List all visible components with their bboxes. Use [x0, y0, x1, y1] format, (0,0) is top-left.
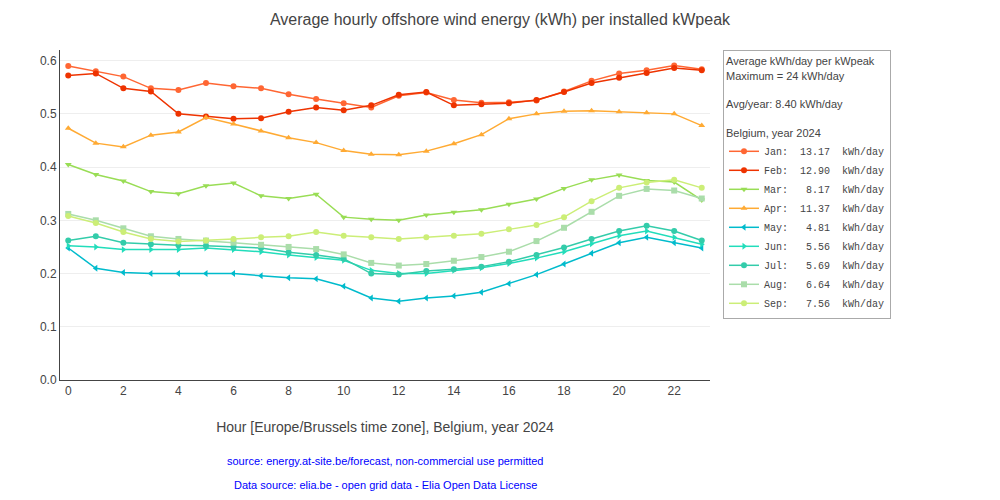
svg-text:0.2: 0.2 [40, 267, 57, 281]
svg-text:Data source: elia.be - open gr: Data source: elia.be - open grid data - … [234, 479, 537, 491]
svg-text:16: 16 [502, 384, 516, 398]
svg-text:10: 10 [337, 384, 351, 398]
svg-text:18: 18 [557, 384, 571, 398]
svg-text:Sep: 7.56 kWh/day: Sep: 7.56 kWh/day [764, 299, 884, 310]
svg-text:Aug: 6.64 kWh/day: Aug: 6.64 kWh/day [764, 280, 884, 291]
svg-text:8: 8 [285, 384, 292, 398]
svg-text:0.4: 0.4 [40, 160, 57, 174]
svg-text:4: 4 [175, 384, 182, 398]
svg-text:Jun: 5.56 kWh/day: Jun: 5.56 kWh/day [764, 242, 884, 253]
svg-text:2: 2 [120, 384, 127, 398]
svg-text:0.0: 0.0 [40, 373, 57, 387]
svg-text:Apr: 11.37 kWh/day: Apr: 11.37 kWh/day [764, 204, 884, 215]
svg-text:Jan: 13.17 kWh/day: Jan: 13.17 kWh/day [764, 147, 884, 158]
svg-text:0.1: 0.1 [40, 320, 57, 334]
svg-text:Hour [Europe/Brussels time zon: Hour [Europe/Brussels time zone], Belgiu… [216, 419, 554, 435]
svg-text:Average hourly offshore wind e: Average hourly offshore wind energy (kWh… [270, 11, 731, 28]
svg-text:Jul: 5.69 kWh/day: Jul: 5.69 kWh/day [764, 261, 884, 272]
svg-text:0.5: 0.5 [40, 107, 57, 121]
svg-text:Mar: 8.17 kWh/day: Mar: 8.17 kWh/day [764, 185, 884, 196]
svg-text:0.3: 0.3 [40, 214, 57, 228]
svg-text:Average kWh/day per kWpeakMaxi: Average kWh/day per kWpeakMaximum = 24 k… [726, 55, 875, 139]
svg-text:22: 22 [668, 384, 682, 398]
svg-text:20: 20 [612, 384, 626, 398]
svg-text:14: 14 [447, 384, 461, 398]
svg-text:0.6: 0.6 [40, 54, 57, 68]
svg-text:12: 12 [392, 384, 406, 398]
svg-text:source: energy.at-site.be/fore: source: energy.at-site.be/forecast, non-… [227, 455, 544, 467]
svg-text:Feb: 12.90 kWh/day: Feb: 12.90 kWh/day [764, 166, 884, 177]
svg-text:0: 0 [65, 384, 72, 398]
svg-text:May: 4.81 kWh/day: May: 4.81 kWh/day [764, 223, 884, 234]
svg-text:6: 6 [230, 384, 237, 398]
